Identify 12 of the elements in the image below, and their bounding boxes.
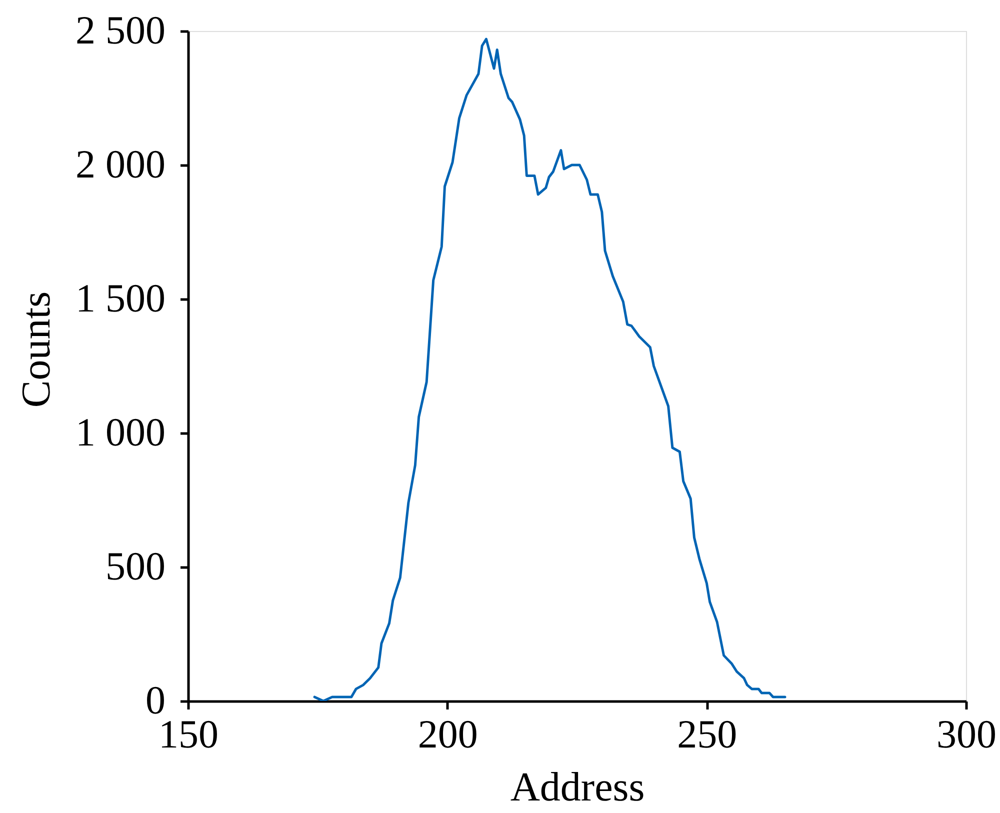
x-tick-label: 250: [677, 712, 738, 756]
x-axis-title: Address: [510, 764, 645, 810]
y-tick-label: 1 000: [76, 410, 166, 454]
y-tick-label: 0: [146, 678, 166, 722]
x-tick-label: 200: [418, 712, 478, 756]
y-tick-label: 2 500: [76, 8, 166, 52]
x-tick-label: 300: [936, 712, 996, 756]
y-tick-label: 1 500: [76, 276, 166, 320]
line-series: [313, 38, 786, 701]
y-tick-label: 500: [106, 544, 166, 588]
y-axis-title: Counts: [12, 291, 58, 408]
y-tick-label: 2 000: [76, 142, 166, 186]
